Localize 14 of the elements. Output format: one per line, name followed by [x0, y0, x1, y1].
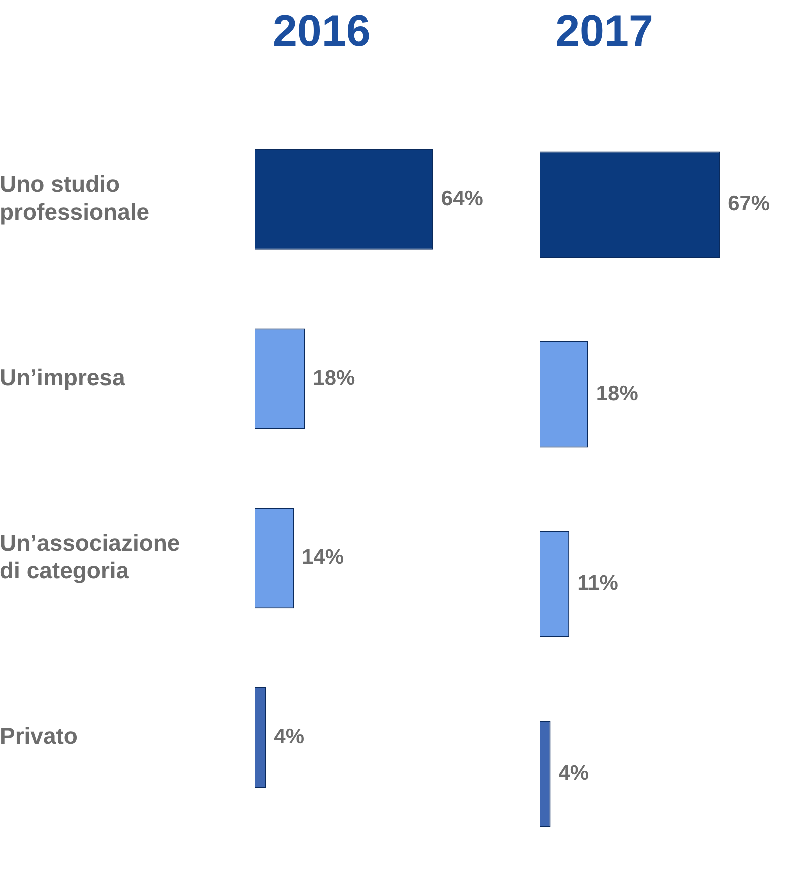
data-label: 11%	[578, 572, 619, 596]
y-tick-label: Un’associazione di categoria	[0, 530, 180, 584]
data-label: 64%	[441, 187, 484, 210]
data-label: 14%	[302, 546, 344, 570]
y-tick-label: Uno studio professionale	[0, 171, 150, 225]
data-label: 18%	[596, 382, 639, 406]
chart-title: 2017	[556, 7, 654, 56]
y-tick-label: Privato	[0, 723, 78, 750]
data-label: 4%	[274, 726, 305, 749]
y-tick-label: Un’impresa	[0, 364, 126, 390]
chart-title: 2016	[272, 7, 371, 56]
data-label: 18%	[313, 366, 356, 390]
data-label: 67%	[728, 192, 770, 216]
data-label: 4%	[558, 762, 590, 785]
